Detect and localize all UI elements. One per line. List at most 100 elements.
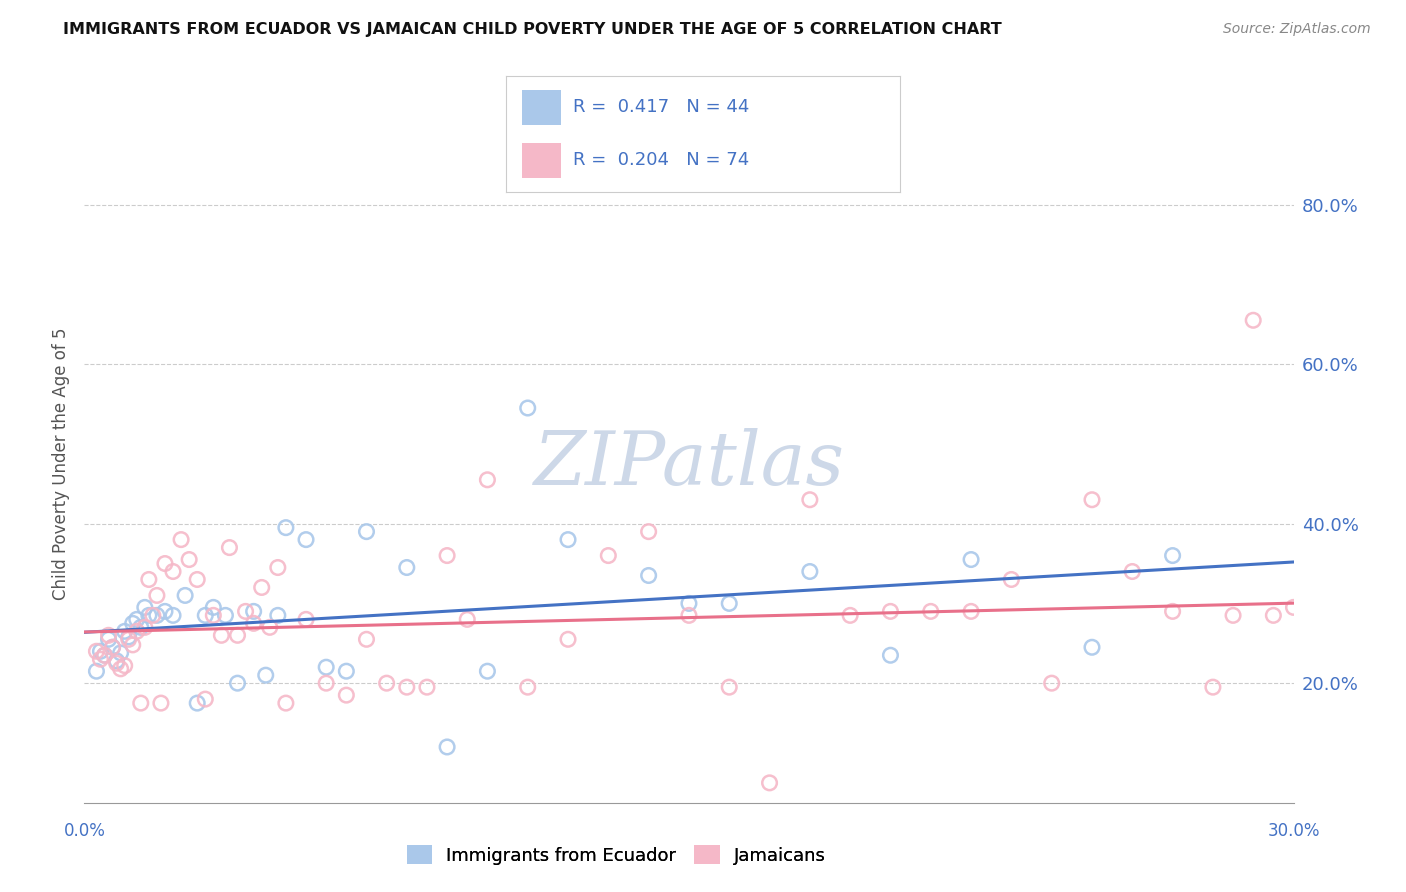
Point — [295, 612, 318, 626]
Text: R =  0.417   N = 44: R = 0.417 N = 44 — [574, 98, 749, 116]
Bar — [522, 143, 561, 178]
Point — [118, 632, 141, 647]
Point — [637, 524, 659, 539]
Point — [202, 600, 225, 615]
Point — [97, 628, 120, 642]
Point — [254, 668, 277, 682]
Point — [557, 533, 579, 547]
Point — [960, 552, 983, 566]
Point — [153, 557, 176, 571]
Point — [516, 401, 538, 415]
Point — [356, 632, 378, 647]
Point — [920, 604, 942, 618]
Point — [879, 604, 901, 618]
Point — [129, 696, 152, 710]
Point — [315, 676, 337, 690]
Point — [101, 640, 124, 655]
Point — [1263, 608, 1285, 623]
Point — [267, 560, 290, 574]
Point — [1161, 604, 1184, 618]
Point — [93, 648, 115, 663]
Point — [86, 644, 108, 658]
Point — [1403, 708, 1406, 723]
Point — [214, 608, 236, 623]
Point — [179, 552, 201, 566]
Point — [557, 632, 579, 647]
Point — [1202, 680, 1225, 694]
Point — [174, 589, 197, 603]
Point — [267, 608, 290, 623]
Point — [146, 608, 169, 623]
Point — [105, 657, 128, 671]
Point — [315, 660, 337, 674]
Point — [799, 565, 821, 579]
Text: IMMIGRANTS FROM ECUADOR VS JAMAICAN CHILD POVERTY UNDER THE AGE OF 5 CORRELATION: IMMIGRANTS FROM ECUADOR VS JAMAICAN CHIL… — [63, 22, 1002, 37]
Point — [125, 624, 148, 639]
Point — [1121, 565, 1143, 579]
Text: Source: ZipAtlas.com: Source: ZipAtlas.com — [1223, 22, 1371, 37]
Point — [839, 608, 862, 623]
Point — [89, 644, 111, 658]
Point — [86, 664, 108, 678]
Point — [1302, 756, 1324, 770]
Point — [110, 646, 132, 660]
Point — [209, 628, 232, 642]
Point — [960, 604, 983, 618]
Point — [718, 680, 741, 694]
Point — [194, 692, 217, 706]
Point — [598, 549, 620, 563]
Point — [121, 638, 143, 652]
Point — [149, 696, 172, 710]
Point — [395, 560, 418, 574]
Point — [1384, 604, 1406, 618]
Point — [1081, 640, 1104, 655]
Point — [799, 492, 821, 507]
Point — [356, 524, 378, 539]
Point — [218, 541, 240, 555]
Point — [121, 616, 143, 631]
Point — [194, 608, 217, 623]
Point — [395, 680, 418, 694]
Point — [134, 600, 156, 615]
Point — [97, 632, 120, 647]
Point — [146, 589, 169, 603]
Point — [162, 608, 184, 623]
Point — [456, 612, 478, 626]
Point — [1323, 608, 1346, 623]
Point — [93, 648, 115, 663]
Point — [1282, 600, 1305, 615]
Point — [226, 628, 249, 642]
Point — [153, 604, 176, 618]
Point — [110, 662, 132, 676]
Point — [250, 581, 273, 595]
Point — [1081, 492, 1104, 507]
Point — [138, 608, 160, 623]
Point — [1362, 684, 1385, 698]
Text: R =  0.204   N = 74: R = 0.204 N = 74 — [574, 152, 749, 169]
Point — [105, 654, 128, 668]
Point — [114, 658, 136, 673]
Point — [1343, 604, 1365, 618]
Point — [186, 573, 208, 587]
Point — [274, 696, 297, 710]
Point — [186, 696, 208, 710]
Point — [226, 676, 249, 690]
Point — [242, 616, 264, 631]
Point — [138, 573, 160, 587]
Point — [295, 533, 318, 547]
Point — [274, 521, 297, 535]
Point — [879, 648, 901, 663]
Point — [637, 568, 659, 582]
Point — [114, 624, 136, 639]
Point — [162, 565, 184, 579]
Point — [125, 612, 148, 626]
Point — [1161, 549, 1184, 563]
Y-axis label: Child Poverty Under the Age of 5: Child Poverty Under the Age of 5 — [52, 327, 70, 600]
Point — [202, 608, 225, 623]
Point — [134, 620, 156, 634]
Point — [242, 604, 264, 618]
Bar — [522, 90, 561, 125]
Point — [436, 739, 458, 754]
Point — [1040, 676, 1063, 690]
Point — [335, 688, 357, 702]
